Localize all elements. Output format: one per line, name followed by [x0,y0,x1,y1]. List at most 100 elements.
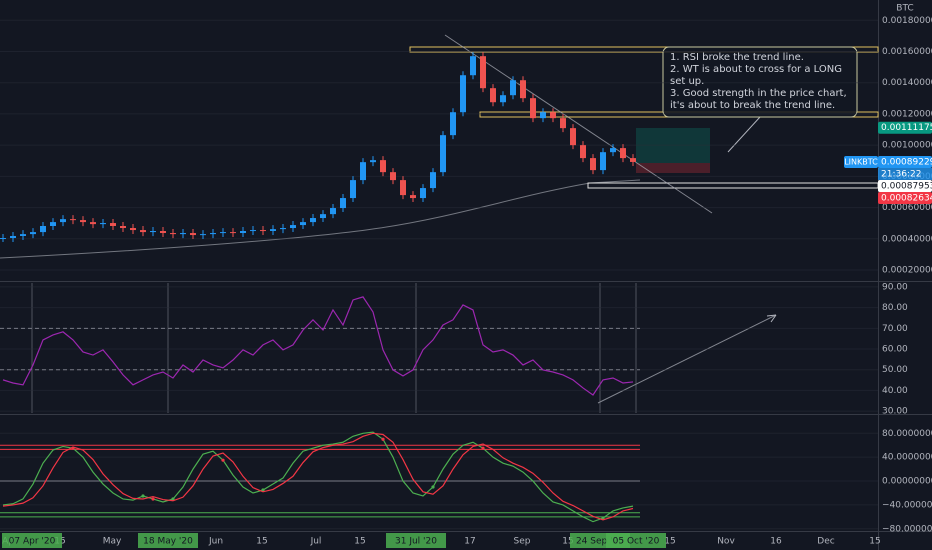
y-tick-label: −80.00000000 [882,524,932,534]
cross-dot [151,497,155,501]
series-line [2,431,634,523]
candle [140,230,146,233]
y-tick-label: 30.00 [882,407,908,417]
candle [470,56,476,76]
annotation-box [662,46,858,118]
candle [0,238,6,240]
candle [480,56,486,89]
y-tick-label: 80.00 [882,303,908,313]
price-tag [878,121,932,134]
y-tick-label: 90.00 [882,282,908,292]
x-tick-label: 15 [869,537,880,547]
candle [280,228,286,230]
candle [590,158,596,171]
candle [360,162,366,181]
candle [200,234,206,236]
candle [610,148,616,153]
countdown-tag [878,167,932,180]
candle [100,223,106,225]
series-line [2,432,634,521]
callout-line [727,116,761,153]
candle [380,160,386,173]
y-tick-label: 0.00140000 [882,78,932,88]
candle [550,112,556,119]
candle [250,230,256,232]
cross-dot [481,446,485,450]
candle [580,145,586,159]
cross-dot [171,497,175,501]
annotation-line: it's about to break the trend line. [670,100,835,111]
y-tick-label: 60.00 [882,345,908,355]
x-tick-label: May [103,537,122,547]
candle [420,188,426,199]
arrow-head [766,314,777,323]
x-tick-label: 15 [562,537,573,547]
marker-tag [606,533,666,548]
series-line [2,296,634,396]
marker-label: 31 Jul '20 [395,537,437,547]
candle [520,80,526,99]
candle [340,198,346,209]
candle [90,222,96,225]
price-tag-label: 0.00082634 [881,193,932,203]
candle [240,230,246,234]
candle [320,214,326,219]
candle [390,172,396,181]
cross-dot [381,437,385,441]
symbol-tag [844,155,878,168]
y-tick-label: 0.00020000 [882,266,932,276]
currency: BTC [896,4,913,14]
x-tick-label: Sep [514,537,531,547]
candle [220,232,226,234]
marker-label: 07 Apr '20 [9,537,56,547]
candle [620,148,626,159]
candle [430,172,436,189]
candle [310,218,316,223]
candle [190,233,196,236]
y-tick-label: 40.00000000 [882,453,932,463]
candle [210,233,216,235]
price-tag-label: 0.00111175 [881,123,932,133]
x-tick-label: Jun [208,537,223,547]
marker-tag [2,533,62,548]
candle [460,75,466,113]
y-tick-label: 0.00060000 [882,203,932,213]
candle [560,118,566,129]
x-tick-label: Nov [717,537,735,547]
candle [440,135,446,173]
annotation-line: 3. Good strength in the price chart, [670,88,847,99]
countdown: 21:36:22 [881,169,921,179]
y-tick-label: 70.00 [882,324,908,334]
y-tick-label: 40.00 [882,386,908,396]
marker-label: 24 Sep '20 [576,537,624,547]
candle [40,225,46,233]
cross-dot [221,458,225,462]
candle [500,95,506,103]
moving-average [0,179,641,259]
marker-label: 18 May '20 [143,537,193,547]
cross-dot [601,516,605,520]
annotation-line: 1. RSI broke the trend line. [670,52,804,63]
candle [10,235,16,239]
candle [30,232,36,235]
candle [180,233,186,235]
price-tag-label: 0.00089229 [881,157,932,167]
candle [570,128,576,146]
price-tag [878,179,932,192]
x-tick-label: 16 [770,537,782,547]
cross-dot [431,485,435,489]
candle [80,220,86,223]
candle [130,228,136,231]
candle [150,230,156,233]
candle [630,158,636,162]
price-tag [878,155,932,168]
candle [170,233,176,235]
candle [70,219,76,221]
candle [160,230,166,234]
x-tick-label: 17 [464,537,475,547]
candle [330,208,336,215]
candle [350,180,356,199]
marker-tag [138,533,198,548]
y-tick-label: 0.00120000 [882,109,932,119]
